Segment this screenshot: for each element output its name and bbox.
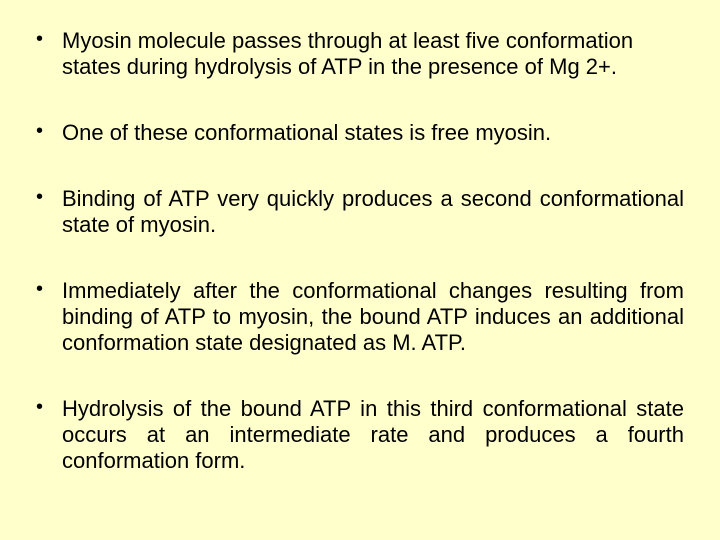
bullet-marker: • <box>36 278 62 356</box>
list-item: • Hydrolysis of the bound ATP in this th… <box>36 396 684 474</box>
bullet-text: Hydrolysis of the bound ATP in this thir… <box>62 396 684 474</box>
bullet-text: Immediately after the conformational cha… <box>62 278 684 356</box>
bullet-text: Binding of ATP very quickly produces a s… <box>62 186 684 238</box>
list-item: • Myosin molecule passes through at leas… <box>36 28 684 80</box>
bullet-marker: • <box>36 186 62 238</box>
list-item: • Immediately after the conformational c… <box>36 278 684 356</box>
list-item: • One of these conformational states is … <box>36 120 684 146</box>
bullet-marker: • <box>36 28 62 80</box>
bullet-marker: • <box>36 120 62 146</box>
bullet-list: • Myosin molecule passes through at leas… <box>36 28 684 473</box>
bullet-marker: • <box>36 396 62 474</box>
bullet-text: One of these conformational states is fr… <box>62 120 684 146</box>
list-item: • Binding of ATP very quickly produces a… <box>36 186 684 238</box>
bullet-text: Myosin molecule passes through at least … <box>62 28 684 80</box>
